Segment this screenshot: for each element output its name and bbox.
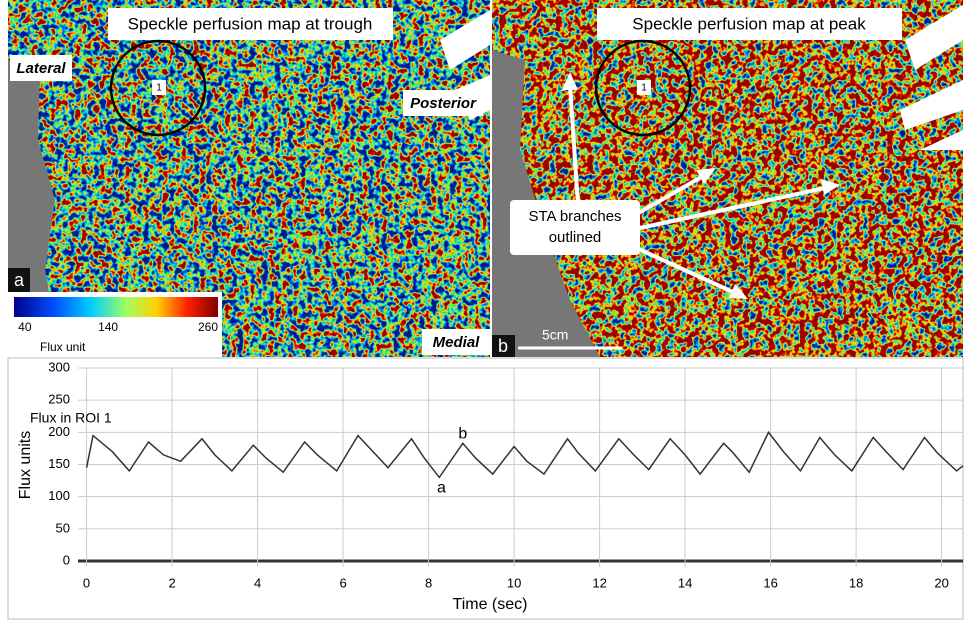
colorbar-label: Flux unit (40, 340, 86, 354)
colorbar-tick-label: 40 (18, 320, 32, 334)
white-region (900, 5, 963, 150)
orientation-label: Posterior (410, 95, 477, 112)
title-box (108, 8, 393, 40)
y-tick-label: 250 (48, 392, 70, 407)
roi-box (152, 80, 166, 95)
chart-area (7, 357, 964, 620)
callout-arrows (562, 72, 840, 299)
x-tick-label: 6 (339, 575, 346, 590)
panel-letter-box (8, 268, 30, 292)
point-annotation: b (458, 425, 467, 442)
orientation-label: Lateral (16, 60, 66, 77)
panel-title: Speckle perfusion map at trough (128, 14, 373, 33)
callout-box (510, 200, 640, 255)
y-tick-label: 200 (48, 424, 70, 439)
x-tick-label: 12 (592, 575, 606, 590)
x-tick-label: 8 (425, 575, 432, 590)
y-axis-title: Flux units (17, 431, 34, 499)
flux-line (85, 430, 964, 479)
x-tick-label: 0 (83, 575, 90, 590)
y-tick-label: 300 (48, 359, 70, 374)
panel-letter: a (14, 270, 25, 290)
orientation-label: Medial (433, 334, 481, 351)
callout-text: STA branches (528, 208, 621, 225)
roi-circle (594, 39, 692, 137)
label-box (10, 55, 72, 81)
roi-box (637, 80, 651, 95)
scale-label: 5cm (542, 327, 568, 343)
roi-label: 1 (156, 83, 162, 94)
roi-circle (109, 39, 207, 137)
y-tick-label: 50 (56, 520, 70, 535)
x-tick-label: 2 (168, 575, 175, 590)
line-chart: 0 50 100 150 200 250 300 0 2 4 6 8 10 12 14 16 18 20 Time … (17, 359, 964, 613)
colorbar: Flux unit 40 140 260 (8, 292, 222, 357)
label-box (422, 329, 490, 355)
roi-label: 1 (641, 83, 647, 94)
point-annotation: a (437, 480, 446, 497)
perfusion-map-peak (492, 0, 963, 357)
x-tick-label: 10 (507, 575, 521, 590)
panel-title: Speckle perfusion map at peak (632, 14, 866, 33)
background-region (492, 50, 600, 357)
x-tick-label: 4 (254, 575, 261, 590)
panel-letter: b (498, 336, 508, 356)
x-tick-label: 20 (934, 575, 948, 590)
colorbar-tick-label: 260 (198, 320, 218, 334)
y-tick-label: 150 (48, 456, 70, 471)
title-box (597, 8, 902, 40)
x-axis-title: Time (sec) (453, 596, 528, 613)
callout-text: outlined (549, 229, 602, 246)
chart-annotation: Flux in ROI 1 (30, 410, 112, 426)
x-tick-label: 14 (678, 575, 692, 590)
colorbar-tick-label: 140 (98, 320, 118, 334)
label-box (403, 90, 483, 116)
y-tick-label: 0 (63, 552, 70, 567)
y-tick-label: 100 (48, 488, 70, 503)
x-tick-label: 16 (763, 575, 777, 590)
colorbar-gradient (14, 297, 218, 317)
panel-letter-box (492, 335, 515, 357)
x-tick-label: 18 (849, 575, 863, 590)
